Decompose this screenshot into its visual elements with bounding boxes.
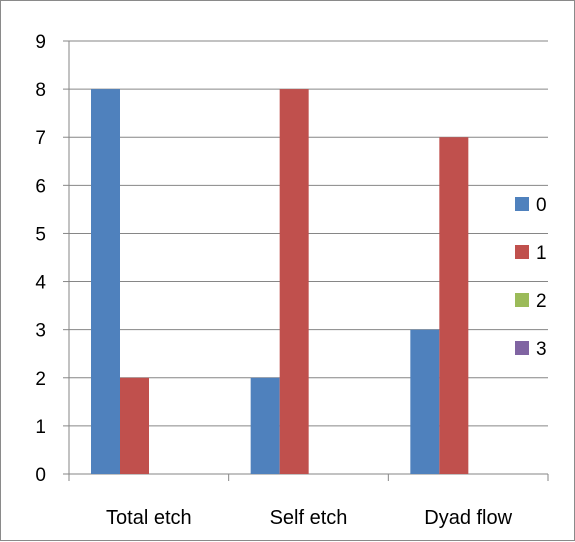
legend-item: 0 (515, 195, 547, 216)
legend-label: 0 (536, 195, 547, 216)
y-tick-label: 7 (35, 128, 46, 149)
y-tick-label: 4 (35, 273, 46, 294)
legend-swatch (515, 293, 529, 307)
legend-swatch (515, 341, 529, 355)
bars (91, 89, 469, 474)
legend-label: 1 (536, 243, 547, 264)
x-category-label: Self etch (270, 507, 348, 529)
y-tick-label: 3 (35, 321, 46, 342)
y-tick-label: 2 (35, 369, 46, 390)
legend-swatch (515, 245, 529, 259)
y-tick-label: 8 (35, 80, 46, 101)
bar-total-etch-series-0 (91, 89, 120, 474)
legend-label: 3 (536, 339, 547, 360)
legend-item: 2 (515, 291, 547, 312)
bar-dyad-flow-series-1 (439, 137, 469, 474)
y-tick-label: 6 (35, 176, 46, 197)
legend-item: 3 (515, 339, 547, 360)
x-category-label: Dyad flow (424, 507, 512, 529)
y-tick-labels: 0 1 2 3 4 5 6 7 8 9 (35, 32, 46, 486)
y-tick-label: 5 (35, 224, 46, 245)
x-category-label: Total etch (106, 507, 192, 529)
y-tick-label: 9 (35, 32, 46, 53)
y-tick-label: 1 (35, 417, 46, 438)
bar-total-etch-series-1 (120, 377, 149, 474)
legend-item: 1 (515, 243, 547, 264)
legend-swatch (515, 197, 529, 211)
legend-label: 2 (536, 291, 547, 312)
bar-self-etch-series-0 (250, 377, 280, 474)
x-category-labels: Total etch Self etch Dyad flow (106, 507, 513, 529)
y-tick-label: 0 (35, 465, 46, 486)
bar-dyad-flow-series-0 (410, 329, 440, 474)
bar-self-etch-series-1 (279, 89, 309, 474)
legend: 0 1 2 3 (515, 195, 547, 360)
